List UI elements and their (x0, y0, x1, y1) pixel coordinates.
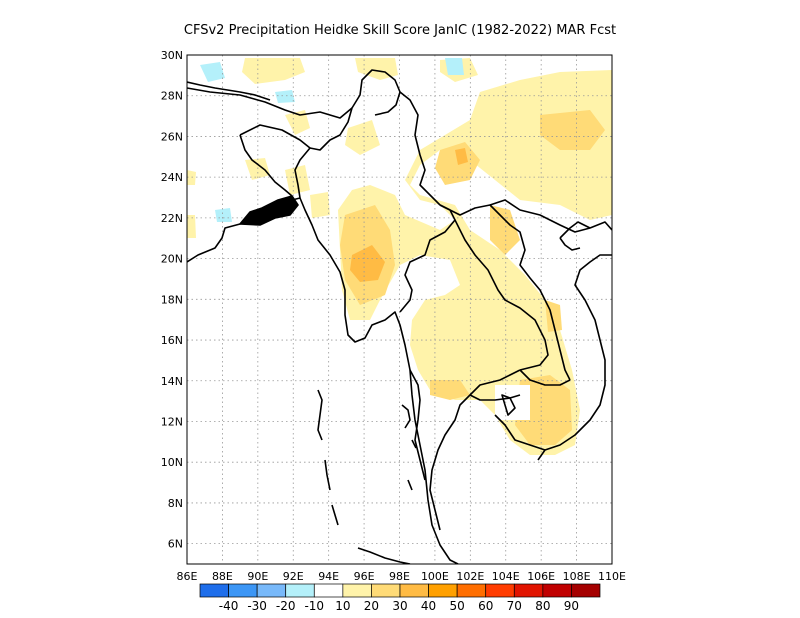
latitude-tick-label: 28N (161, 90, 183, 103)
map-title: CFSv2 Precipitation Heidke Skill Score J… (184, 23, 616, 38)
colorbar-tick-label: 40 (421, 599, 436, 613)
latitude-tick-label: 24N (161, 171, 183, 184)
colorbar-swatch (371, 583, 401, 598)
colorbar-tick-label: 20 (364, 599, 379, 613)
colorbar-swatch (485, 583, 515, 598)
colorbar-labels: -40 -30 -20 -10 10 20 30 40 50 60 70 80 90 (219, 599, 579, 613)
latitude-tick-label: 18N (161, 293, 183, 306)
colorbar-swatch (342, 583, 372, 598)
latitude-tick-label: 20N (161, 253, 183, 266)
colorbar-swatch (542, 583, 572, 598)
colorbar-swatch (199, 583, 229, 598)
latitude-labels: 6N 8N 10N 12N 14N 16N 18N 20N 22N 24N 26N 28N 30N (161, 49, 183, 551)
longitude-tick-label: 110E (598, 570, 626, 583)
skill-negative-area (200, 58, 464, 222)
colorbar-tick-label: 30 (392, 599, 407, 613)
longitude-tick-label: 108E (563, 570, 591, 583)
colorbar-swatch (285, 583, 315, 598)
longitude-tick-label: 88E (212, 570, 233, 583)
colorbar-tick-label: 10 (335, 599, 350, 613)
latitude-tick-label: 6N (168, 538, 183, 551)
plot-frame (186, 54, 613, 565)
longitude-tick-label: 96E (354, 570, 375, 583)
latitude-tick-label: 30N (161, 49, 183, 62)
colorbar (199, 583, 601, 598)
latitude-tick-label: 16N (161, 334, 183, 347)
colorbar-swatch (256, 583, 287, 598)
colorbar-swatch (428, 583, 458, 598)
coastlines-borders (187, 69, 612, 564)
latitude-tick-label: 26N (161, 130, 183, 143)
colorbar-swatch (313, 583, 344, 598)
colorbar-swatch (571, 583, 601, 598)
longitude-tick-label: 106E (527, 570, 555, 583)
longitude-labels: 86E 88E 90E 92E 94E 96E 98E 100E 102E 104E 106E 108… (177, 570, 626, 583)
longitude-tick-label: 98E (389, 570, 410, 583)
latitude-tick-label: 12N (161, 415, 183, 428)
colorbar-tick-label: -10 (304, 599, 324, 613)
latitude-tick-label: 8N (168, 497, 183, 510)
longitude-tick-label: 104E (492, 570, 520, 583)
colorbar-tick-label: 80 (535, 599, 550, 613)
longitude-tick-label: 86E (177, 570, 198, 583)
longitude-tick-label: 94E (318, 570, 339, 583)
colorbar-tick-label: 70 (507, 599, 522, 613)
longitude-tick-label: 92E (283, 570, 304, 583)
colorbar-tick-label: 90 (564, 599, 579, 613)
colorbar-swatch (513, 583, 544, 598)
colorbar-tick-label: 60 (478, 599, 493, 613)
longitude-tick-label: 100E (421, 570, 449, 583)
latitude-tick-label: 10N (161, 456, 183, 469)
colorbar-tick-label: -30 (247, 599, 267, 613)
colorbar-tick-label: -20 (276, 599, 296, 613)
latitude-tick-label: 22N (161, 212, 183, 225)
skill-10-20-area (187, 58, 612, 455)
longitude-tick-label: 90E (247, 570, 268, 583)
colorbar-swatch (228, 583, 258, 598)
colorbar-tick-label: -40 (219, 599, 239, 613)
longitude-tick-label: 102E (456, 570, 484, 583)
latitude-tick-label: 14N (161, 375, 183, 388)
colorbar-swatch (456, 583, 487, 598)
colorbar-tick-label: 50 (450, 599, 465, 613)
colorbar-swatch (399, 583, 429, 598)
skill-shading (187, 58, 612, 455)
skill-30-40-area (350, 148, 468, 282)
